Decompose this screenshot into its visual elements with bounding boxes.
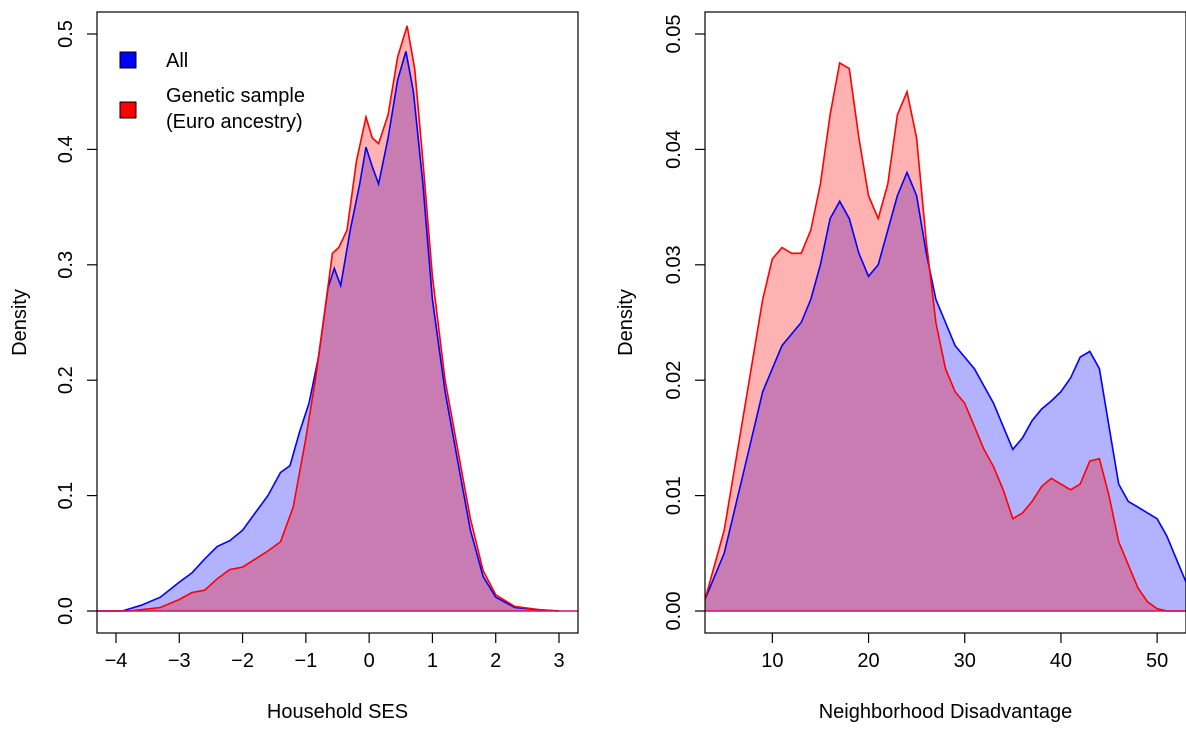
series-line-genetic-sample <box>97 25 560 612</box>
x-tick-label: 10 <box>761 650 783 672</box>
x-tick-label: 2 <box>490 650 501 672</box>
y-tick-label: 0.3 <box>55 251 77 279</box>
plot-frame <box>96 11 579 634</box>
x-tick-label: 3 <box>553 650 564 672</box>
series-area-all <box>97 51 559 612</box>
y-tick-label: 0.4 <box>55 135 77 163</box>
y-tick-label: 0.02 <box>663 361 685 400</box>
y-tick-label: 0.05 <box>663 15 685 54</box>
legend-label-euro-ancestry: (Euro ancestry) <box>166 111 303 133</box>
x-tick-label: −2 <box>231 650 254 672</box>
plot-area <box>97 25 578 612</box>
household-ses-panel: −4 −3 −2 −1 0 1 2 3 0.0 0.1 0.2 0.3 0.4 0.5 Household … <box>9 11 579 723</box>
x-tick-label: 50 <box>1146 650 1168 672</box>
y-tick-label: 0.04 <box>663 130 685 169</box>
x-axis-label: Household SES <box>267 701 408 723</box>
x-tick-label: 40 <box>1050 650 1072 672</box>
y-tick-label: 0.5 <box>55 20 77 48</box>
x-tick-label: 1 <box>427 650 438 672</box>
legend-swatch-all <box>119 51 137 69</box>
series-line-all <box>97 51 560 612</box>
neighborhood-disadvantage-panel: 10 20 30 40 50 0.00 0.01 0.02 0.03 0.04 0.05 Neighb… <box>615 11 1186 723</box>
y-tick-label: 0.03 <box>663 245 685 284</box>
y-tick-label: 0.00 <box>663 592 685 631</box>
series-line-genetic-sample <box>705 61 1186 612</box>
x-tick-label: −4 <box>105 650 128 672</box>
x-axis-label: Neighborhood Disadvantage <box>819 701 1073 723</box>
series-area-all <box>705 172 1186 611</box>
y-tick-label: 0.1 <box>55 482 77 510</box>
legend-swatch-genetic-sample <box>119 101 137 119</box>
y-tick-label: 0.2 <box>55 366 77 394</box>
x-tick-label: −1 <box>294 650 317 672</box>
series-area-genetic-sample <box>97 25 559 611</box>
series-line-all <box>705 170 1186 600</box>
x-tick-label: 0 <box>364 650 375 672</box>
y-axis-label: Density <box>9 289 31 356</box>
y-tick-label: 0.0 <box>55 597 77 625</box>
legend-label-genetic-sample: Genetic sample <box>166 85 305 107</box>
plot-area <box>705 61 1186 612</box>
plot-frame <box>704 11 1186 634</box>
y-tick-label: 0.01 <box>663 476 685 515</box>
legend: All Genetic sample (Euro ancestry) <box>119 50 305 133</box>
x-tick-label: 30 <box>954 650 976 672</box>
y-axis-label: Density <box>615 289 637 356</box>
x-tick-label: −3 <box>168 650 191 672</box>
series-area-genetic-sample <box>705 62 1186 611</box>
x-tick-label: 20 <box>857 650 879 672</box>
legend-label-all: All <box>166 50 188 72</box>
